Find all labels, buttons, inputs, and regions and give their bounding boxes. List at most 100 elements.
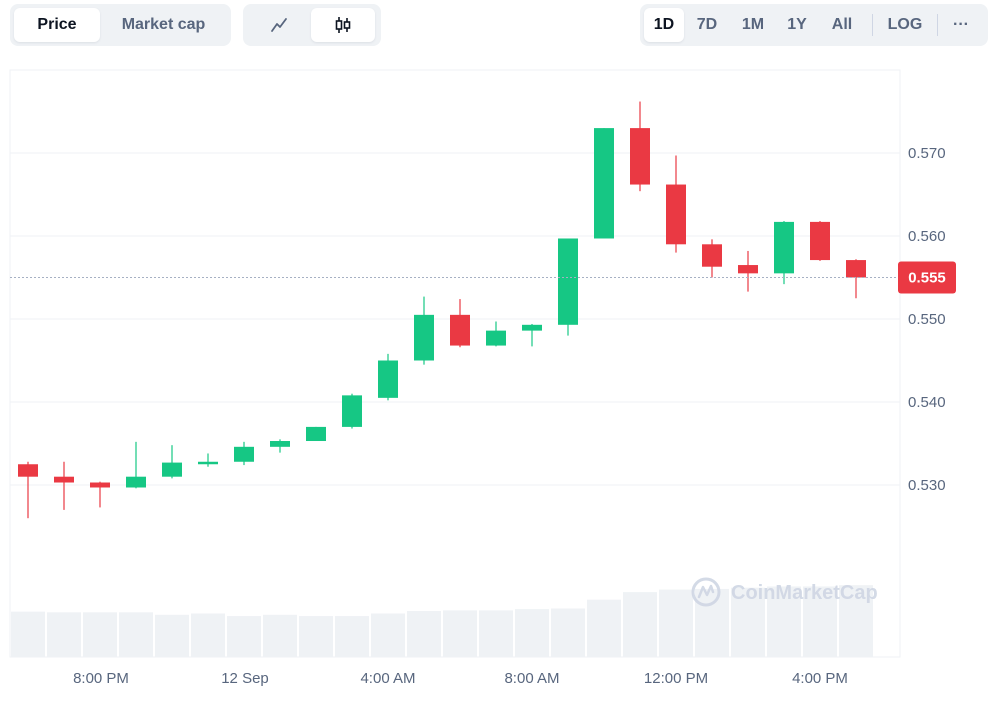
volume-bar: [839, 585, 873, 657]
candlestick-button[interactable]: [311, 8, 375, 42]
candle-body: [666, 184, 686, 245]
volume-bar: [443, 610, 477, 657]
candle: [486, 321, 506, 347]
candle-body: [162, 462, 182, 477]
range-divider: [937, 14, 938, 36]
y-tick-label: 0.530: [908, 477, 946, 494]
candle: [450, 299, 470, 348]
volume-bar: [551, 608, 585, 657]
candle-body: [558, 238, 578, 325]
candle: [666, 155, 686, 253]
volume-bar: [371, 613, 405, 657]
candle: [702, 239, 722, 278]
line-chart-button[interactable]: [247, 8, 311, 42]
chart-type-toggle: [243, 4, 381, 46]
candle-body: [270, 441, 290, 447]
x-tick-label: 4:00 PM: [792, 670, 848, 687]
metric-tabs: Price Market cap: [10, 4, 231, 46]
tab-market-cap[interactable]: Market cap: [121, 16, 206, 33]
range-1y-button[interactable]: 1Y: [787, 16, 807, 33]
candle-body: [18, 464, 38, 477]
volume-bar: [695, 588, 729, 657]
y-tick-label: 0.540: [908, 394, 946, 411]
y-axis: 0.530 0.540 0.550 0.560 0.570: [908, 145, 946, 494]
candles: [18, 101, 866, 519]
watermark-text: CoinMarketCap: [731, 582, 878, 604]
x-tick-label: 12 Sep: [221, 670, 269, 687]
range-1d-button[interactable]: 1D: [644, 8, 684, 42]
candle: [378, 353, 398, 401]
candle: [270, 439, 290, 453]
candlestick-icon: [335, 17, 351, 33]
volume-bar: [47, 612, 81, 657]
current-price-indicator: 0.555: [10, 261, 956, 294]
candle: [594, 128, 614, 239]
volume-bars: [11, 585, 873, 657]
candle: [558, 238, 578, 336]
grid-lines: [9, 69, 901, 658]
volume-bar: [119, 612, 153, 657]
x-tick-label: 8:00 PM: [73, 670, 129, 687]
volume-bar: [83, 612, 117, 657]
line-chart-icon: [271, 18, 287, 32]
current-price-label: 0.555: [908, 270, 946, 287]
volume-bar: [803, 586, 837, 657]
candle-body: [486, 330, 506, 346]
volume-bar: [335, 616, 369, 657]
volume-bar: [155, 614, 189, 657]
x-axis: 8:00 PM 12 Sep 4:00 AM 8:00 AM 12:00 PM 4:00 …: [73, 670, 848, 687]
candle-body: [198, 461, 218, 465]
y-tick-label: 0.570: [908, 145, 946, 162]
candle: [18, 461, 38, 519]
candle-body: [522, 324, 542, 331]
candle: [774, 221, 794, 285]
x-tick-label: 12:00 PM: [644, 670, 708, 687]
candle-body: [630, 128, 650, 185]
tab-price[interactable]: Price: [14, 8, 100, 42]
range-divider: [872, 14, 873, 36]
candle: [54, 461, 74, 510]
volume-bar: [767, 586, 801, 657]
candle-body: [234, 446, 254, 462]
candle: [342, 393, 362, 429]
candle-body: [810, 221, 830, 261]
volume-bar: [299, 616, 333, 657]
candle-body: [306, 426, 326, 442]
range-1m-button[interactable]: 1M: [741, 16, 765, 33]
candle-body: [54, 476, 74, 483]
candle-body: [738, 265, 758, 274]
candle-body: [342, 395, 362, 427]
range-selector: 1D 7D 1M 1Y All LOG ···: [640, 4, 988, 46]
candle-body: [378, 360, 398, 398]
x-tick-label: 8:00 AM: [504, 670, 559, 687]
candle-body: [774, 221, 794, 274]
volume-bar: [623, 592, 657, 657]
volume-bar: [263, 614, 297, 657]
candle-body: [702, 244, 722, 267]
range-all-button[interactable]: All: [831, 16, 853, 33]
plot-frame: [9, 69, 901, 658]
candle: [126, 441, 146, 489]
volume-bar: [731, 587, 765, 657]
watermark: CoinMarketCap: [691, 577, 878, 607]
candle: [846, 259, 866, 299]
volume-bar: [587, 599, 621, 657]
candle-body: [846, 260, 866, 278]
y-tick-label: 0.560: [908, 228, 946, 245]
current-price-badge: [898, 261, 956, 294]
candle: [414, 296, 434, 365]
candle-body: [90, 482, 110, 488]
range-7d-button[interactable]: 7D: [696, 16, 718, 33]
candle-body: [414, 314, 434, 361]
volume-bar: [515, 609, 549, 657]
candle: [234, 441, 254, 466]
candle: [522, 323, 542, 347]
log-scale-button[interactable]: LOG: [887, 16, 923, 33]
candle: [738, 250, 758, 292]
candle-body: [594, 128, 614, 239]
more-options-button[interactable]: ···: [953, 16, 969, 33]
candle: [810, 221, 830, 261]
coinmarketcap-logo-icon: [691, 577, 721, 607]
candle: [162, 445, 182, 479]
